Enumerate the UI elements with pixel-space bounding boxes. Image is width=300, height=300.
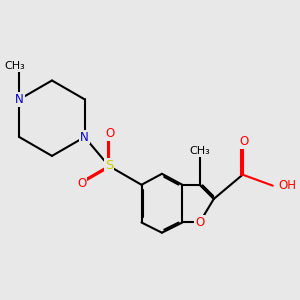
Text: O: O — [77, 177, 86, 190]
Text: S: S — [105, 159, 113, 172]
Text: O: O — [195, 216, 204, 229]
Text: CH₃: CH₃ — [4, 61, 25, 71]
Text: O: O — [239, 135, 249, 148]
Text: O: O — [106, 127, 115, 140]
Text: N: N — [15, 93, 24, 106]
Text: N: N — [80, 130, 89, 144]
Text: OH: OH — [278, 179, 296, 192]
Text: CH₃: CH₃ — [189, 146, 210, 156]
